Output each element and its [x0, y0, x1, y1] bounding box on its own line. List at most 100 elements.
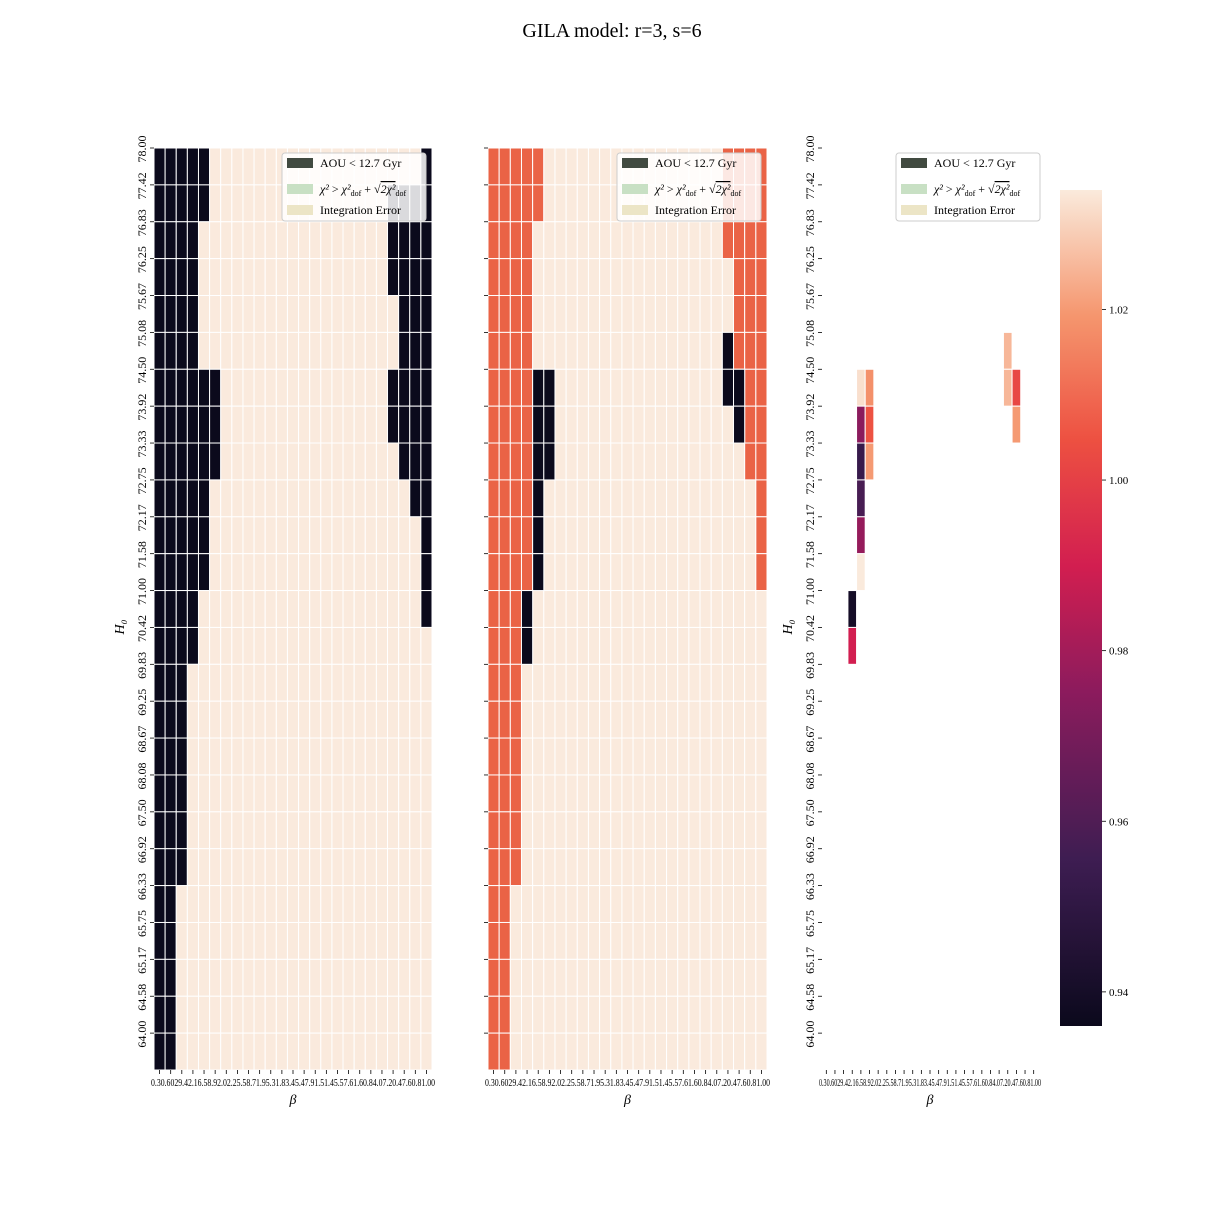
- heatmap-cell: [755, 848, 768, 887]
- heatmap-cell: [331, 885, 344, 923]
- heatmap-cell: [643, 921, 656, 960]
- heatmap-cell: [286, 885, 300, 923]
- heatmap-cell: [175, 368, 188, 407]
- heatmap-cell: [153, 590, 166, 628]
- heatmap-cell: [253, 258, 266, 297]
- y-tick-label: 72.17: [135, 504, 149, 531]
- heatmap-cell: [532, 885, 545, 923]
- heatmap-cell: [275, 663, 288, 702]
- heatmap-cell: [375, 774, 389, 813]
- heatmap-cell: [331, 737, 344, 776]
- heatmap-cell: [387, 811, 400, 850]
- heatmap-cell: [242, 811, 255, 850]
- heatmap-cell: [688, 700, 701, 739]
- heatmap-cell: [666, 774, 679, 813]
- heatmap-cell: [864, 368, 875, 407]
- heatmap-cell: [610, 295, 623, 333]
- y-tick-label: 76.25: [135, 246, 149, 273]
- heatmap-cell: [298, 626, 311, 665]
- heatmap-cell: [509, 295, 522, 333]
- heatmap-cell: [610, 479, 623, 518]
- heatmap-cell: [520, 995, 534, 1034]
- heatmap-cell: [342, 737, 355, 776]
- heatmap-cell: [164, 1032, 177, 1071]
- y-tick-label: 64.00: [135, 1021, 149, 1048]
- heatmap-cell: [744, 295, 757, 333]
- heatmap-cell: [643, 700, 656, 739]
- heatmap-cell: [309, 700, 322, 739]
- heatmap-cell: [599, 442, 612, 481]
- heatmap-cell: [275, 848, 288, 887]
- heatmap-cell: [231, 663, 244, 702]
- heatmap-cell: [420, 700, 433, 739]
- heatmap-cell: [286, 221, 300, 260]
- heatmap-cell: [320, 921, 333, 960]
- heatmap-cell: [364, 590, 377, 628]
- heatmap-cell: [643, 258, 656, 297]
- heatmap-cell: [554, 1032, 567, 1071]
- heatmap-cell: [688, 1032, 701, 1071]
- heatmap-cell: [576, 737, 589, 776]
- heatmap-cell: [275, 700, 288, 739]
- heatmap-cell: [666, 221, 679, 260]
- heatmap-cell: [632, 811, 645, 850]
- heatmap-cell: [487, 368, 500, 407]
- heatmap-cell: [520, 626, 534, 665]
- heatmap-cell: [197, 885, 211, 923]
- heatmap-cell: [554, 774, 567, 813]
- heatmap-cell: [175, 184, 188, 223]
- heatmap-cell: [710, 1032, 723, 1071]
- heatmap-cell: [721, 405, 735, 444]
- heatmap-cell: [398, 295, 411, 333]
- heatmap-cell: [599, 479, 612, 518]
- heatmap-cell: [688, 368, 701, 407]
- colorbar: [1060, 190, 1102, 1026]
- heatmap-cell: [209, 147, 222, 186]
- y-tick-label: 70.42: [803, 615, 817, 642]
- heatmap-cell: [587, 295, 601, 333]
- heatmap-cell: [509, 258, 522, 297]
- heatmap-cell: [576, 147, 589, 186]
- heatmap-cell: [610, 995, 623, 1034]
- heatmap-cell: [610, 331, 623, 370]
- heatmap-cell: [209, 885, 222, 923]
- heatmap-cell: [621, 885, 634, 923]
- figure-title: GILA model: r=3, s=6: [522, 20, 702, 42]
- heatmap-cell: [587, 258, 601, 297]
- heatmap-cell: [309, 811, 322, 850]
- heatmap-cell: [543, 1032, 556, 1071]
- heatmap-cell: [275, 590, 288, 628]
- heatmap-cell: [153, 479, 166, 518]
- heatmap-cell: [498, 590, 511, 628]
- heatmap-cell: [688, 885, 701, 923]
- heatmap-cell: [532, 921, 545, 960]
- heatmap-cell: [298, 442, 311, 481]
- heatmap-cell: [643, 885, 656, 923]
- heatmap-cell: [565, 295, 578, 333]
- heatmap-cell: [409, 479, 422, 518]
- heatmap-cell: [197, 774, 211, 813]
- heatmap-cell: [643, 774, 656, 813]
- heatmap-cell: [643, 405, 656, 444]
- heatmap-cell: [710, 774, 723, 813]
- heatmap-cell: [420, 258, 433, 297]
- heatmap-cell: [209, 626, 222, 665]
- heatmap-cell: [387, 590, 400, 628]
- heatmap-cell: [643, 958, 656, 997]
- heatmap-cell: [487, 626, 500, 665]
- heatmap-cell: [320, 774, 333, 813]
- heatmap-cell: [554, 700, 567, 739]
- heatmap-cell: [699, 921, 712, 960]
- heatmap-cell: [387, 737, 400, 776]
- heatmap-cell: [554, 295, 567, 333]
- heatmap-cell: [543, 848, 556, 887]
- heatmap-cell: [487, 221, 500, 260]
- heatmap-cell: [197, 848, 211, 887]
- heatmap-cell: [264, 221, 277, 260]
- heatmap-cell: [654, 368, 668, 407]
- heatmap-cell: [688, 811, 701, 850]
- heatmap-cell: [342, 405, 355, 444]
- heatmap-cell: [231, 995, 244, 1034]
- heatmap-cell: [175, 885, 188, 923]
- y-tick-label: 68.67: [803, 726, 817, 753]
